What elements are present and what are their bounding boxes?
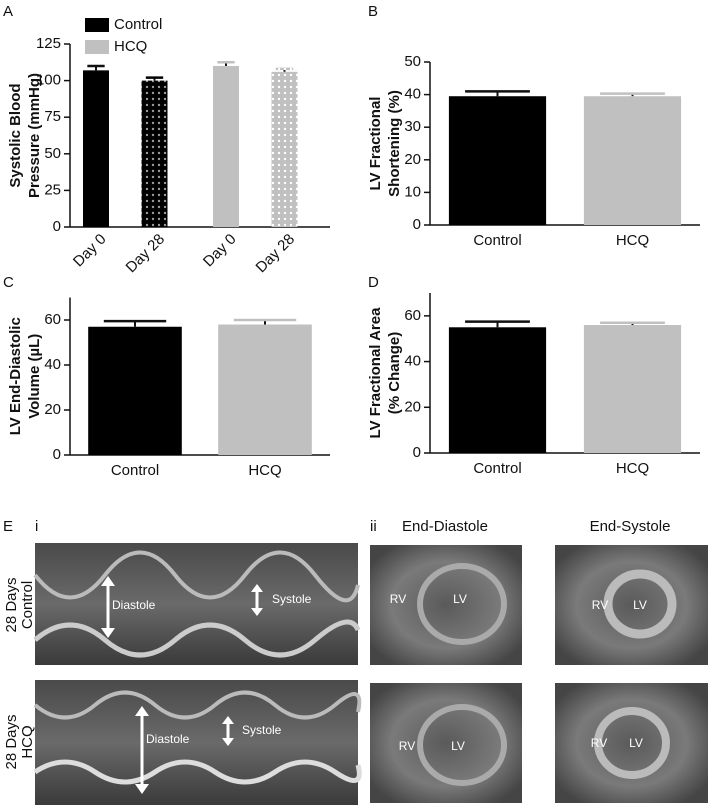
y-axis-label: Volume (µL) [26, 334, 43, 419]
x-tick-label: HCQ [616, 460, 649, 477]
image-label: RV [592, 598, 608, 612]
y-axis-label: Pressure (mmHg) [26, 73, 43, 198]
bar [218, 324, 312, 455]
column-label: End-Systole [590, 518, 671, 535]
y-tick-label: 60 [404, 307, 421, 324]
y-tick-label: 0 [413, 444, 421, 461]
panel-letter: E [3, 518, 13, 535]
y-tick-label: 20 [44, 401, 61, 418]
short-axis-image [370, 545, 522, 665]
image-label: LV [453, 592, 467, 606]
y-tick-label: 40 [404, 86, 421, 103]
column-label: End-Diastole [402, 518, 488, 535]
image-label: RV [390, 592, 406, 606]
y-tick-label: 30 [404, 118, 421, 135]
y-tick-label: 25 [44, 181, 61, 198]
bar [448, 96, 547, 225]
panel-letter: C [3, 274, 14, 291]
bar [448, 327, 547, 453]
short-axis-image [370, 683, 522, 803]
legend-label: HCQ [114, 38, 147, 55]
sub-label: ii [370, 518, 377, 535]
sub-label: i [35, 518, 38, 535]
row-label: HCQ [19, 725, 36, 758]
bar [83, 70, 109, 228]
echo-wall [33, 690, 362, 720]
image-label: Systole [272, 592, 312, 606]
y-axis-label: LV Fractional [367, 97, 384, 191]
image-label: Diastole [112, 598, 156, 612]
y-axis-label: LV Fractional Area [367, 307, 384, 439]
bar [141, 80, 168, 227]
legend-label: Control [114, 16, 162, 33]
y-tick-label: 50 [404, 53, 421, 70]
image-label: Systole [242, 723, 282, 737]
x-tick-label: HCQ [248, 462, 281, 479]
y-tick-label: 40 [404, 353, 421, 370]
x-tick-label: Day 0 [70, 231, 110, 271]
mmode-image [35, 680, 358, 805]
row-label: Control [19, 581, 36, 629]
row-label: 28 Days [3, 577, 20, 632]
panel-letter: B [368, 3, 378, 20]
panel-letter: A [3, 3, 13, 20]
panel-letter: D [368, 274, 379, 291]
echo-wall [33, 550, 360, 603]
bar [213, 65, 239, 228]
bar [88, 326, 182, 455]
short-axis-image [555, 545, 708, 665]
bar [271, 71, 298, 227]
x-tick-label: Day 28 [123, 231, 169, 277]
echo-wall [417, 704, 507, 786]
y-axis-label: Shortening (%) [386, 90, 403, 197]
bar [583, 325, 682, 453]
image-label: RV [591, 736, 607, 750]
legend-swatch [85, 40, 109, 54]
panel-e: E i ii End-Diastole End-Systole 28 Days … [3, 518, 708, 805]
y-tick-label: 10 [404, 183, 421, 200]
x-tick-label: Control [473, 232, 521, 249]
short-axis-image [555, 683, 708, 803]
image-label: LV [633, 598, 647, 612]
echo-wall [594, 707, 670, 779]
y-tick-label: 0 [53, 446, 61, 463]
y-tick-label: 60 [44, 311, 61, 328]
image-label: LV [629, 736, 643, 750]
image-label: LV [451, 739, 465, 753]
bar [583, 96, 682, 225]
x-tick-label: Control [473, 460, 521, 477]
y-tick-label: 20 [404, 398, 421, 415]
y-tick-label: 125 [36, 35, 61, 52]
y-tick-label: 75 [44, 108, 61, 125]
y-tick-label: 20 [404, 151, 421, 168]
y-axis-label: (% Change) [386, 332, 403, 415]
y-axis-label: Systolic Blood [7, 83, 24, 187]
y-tick-label: 50 [44, 145, 61, 162]
image-label: RV [399, 739, 415, 753]
y-tick-label: 0 [413, 216, 421, 233]
row-label: 28 Days [3, 714, 20, 769]
echo-wall [417, 563, 507, 645]
x-tick-label: Control [111, 462, 159, 479]
y-axis-label: LV End-Diastolic [7, 317, 24, 435]
y-tick-label: 100 [36, 72, 61, 89]
arrow-head [222, 716, 234, 746]
arrow-head [135, 706, 149, 794]
legend-swatch [85, 18, 109, 32]
echo-wall [33, 759, 362, 785]
y-tick-label: 40 [44, 356, 61, 373]
echo-wall [603, 569, 677, 639]
image-label: Diastole [146, 732, 190, 746]
x-tick-label: HCQ [616, 232, 649, 249]
x-tick-label: Day 28 [253, 231, 299, 277]
y-tick-label: 0 [53, 218, 61, 235]
echo-wall [33, 619, 361, 658]
x-tick-label: Day 0 [200, 231, 240, 271]
arrow-head [251, 584, 263, 616]
